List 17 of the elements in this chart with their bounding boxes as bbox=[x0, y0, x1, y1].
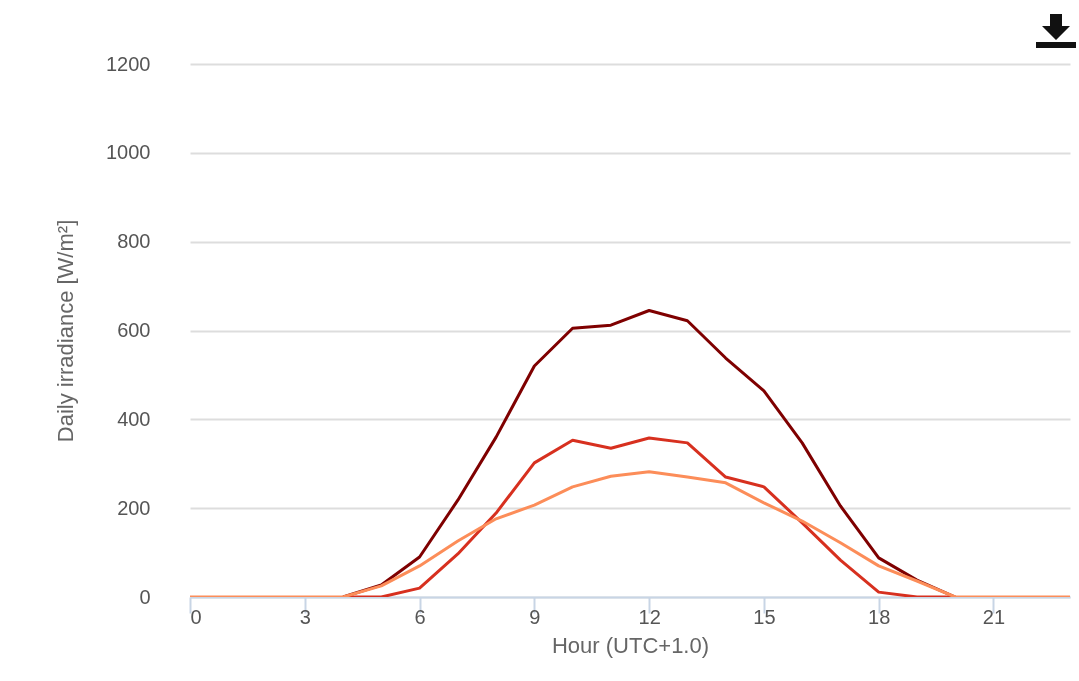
y-tick-label: 1000 bbox=[106, 141, 151, 164]
y-axis-title: Daily irradiance [W/m²] bbox=[53, 219, 79, 443]
x-axis-title: Hour (UTC+1.0) bbox=[551, 632, 710, 658]
x-tick-label: 15 bbox=[753, 605, 776, 628]
x-tick-label: 18 bbox=[868, 605, 891, 628]
x-tick-label: 3 bbox=[299, 605, 311, 628]
x-tick-label: 21 bbox=[982, 605, 1006, 628]
x-tick-label: 12 bbox=[638, 605, 661, 628]
x-tick-label: 9 bbox=[529, 605, 541, 628]
y-tick-label: 400 bbox=[117, 407, 151, 430]
y-tick-label: 200 bbox=[117, 496, 151, 519]
y-tick-label: 0 bbox=[139, 585, 151, 608]
y-tick-label: 800 bbox=[117, 230, 151, 253]
x-tick-label: 0 bbox=[190, 605, 202, 628]
x-tick-label: 6 bbox=[414, 605, 426, 628]
y-tick-label: 600 bbox=[117, 319, 151, 341]
y-tick-label: 1200 bbox=[106, 52, 151, 75]
